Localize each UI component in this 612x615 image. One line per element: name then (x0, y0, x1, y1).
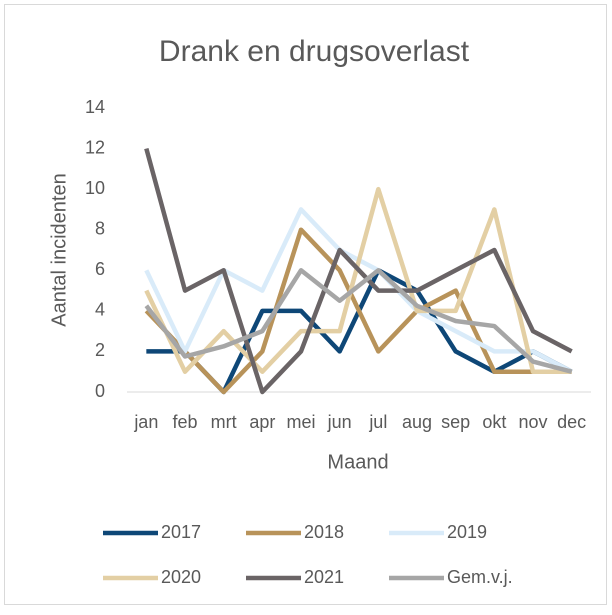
chart-frame (4, 4, 607, 605)
y-tick-label: 0 (95, 381, 105, 401)
legend-label: Gem.v.j. (447, 567, 513, 587)
x-tick-label: sep (441, 412, 470, 432)
x-tick-label: jan (133, 412, 158, 432)
chart-title: Drank en drugsoverlast (159, 35, 470, 68)
x-tick-label: jul (368, 412, 387, 432)
x-axis-label: Maand (327, 451, 388, 473)
x-tick-label: mei (286, 412, 315, 432)
y-tick-label: 14 (85, 97, 105, 117)
series-line (144, 147, 573, 395)
y-tick-label: 8 (95, 218, 105, 238)
series-line (144, 186, 572, 374)
y-tick-label: 12 (85, 137, 105, 157)
legend-label: 2021 (304, 567, 344, 587)
x-tick-label: okt (482, 412, 506, 432)
x-tick-label: jun (327, 412, 352, 432)
series-line (144, 227, 572, 395)
x-tick-label: nov (518, 412, 547, 432)
legend-label: 2019 (447, 522, 487, 542)
y-tick-label: 10 (85, 178, 105, 198)
y-axis-label: Aantal incidenten (48, 173, 70, 326)
x-tick-label: feb (172, 412, 197, 432)
x-tick-label: mrt (211, 412, 237, 432)
y-tick-label: 2 (95, 340, 105, 360)
series-line (144, 268, 573, 374)
y-tick-label: 4 (95, 300, 105, 320)
legend-label: 2020 (161, 567, 201, 587)
x-tick-label: dec (557, 412, 586, 432)
legend-label: 2018 (304, 522, 344, 542)
y-tick-label: 6 (95, 259, 105, 279)
legend-label: 2017 (161, 522, 201, 542)
x-tick-label: aug (402, 412, 432, 432)
x-tick-label: apr (249, 412, 275, 432)
